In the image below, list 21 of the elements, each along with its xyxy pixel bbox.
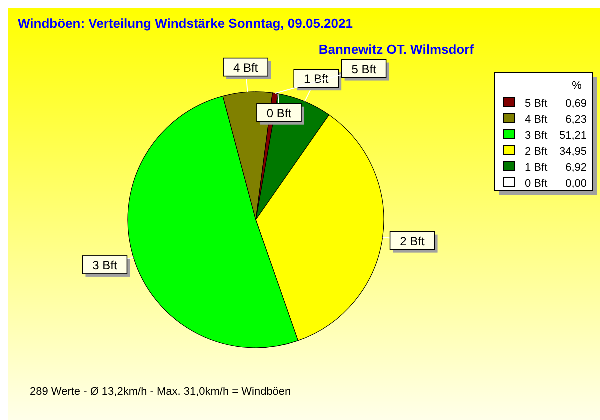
chart-title: Windböen: Verteilung Windstärke Sonntag, 09.05.2021 — [18, 16, 353, 31]
category-label: 0 Bft — [266, 106, 292, 120]
data-label: 51,21 — [559, 130, 587, 142]
legend-title: % — [572, 80, 582, 92]
legend-label: 0 Bft — [525, 178, 548, 190]
text: 289 Werte - Ø 13,2km/h - Max. 31,0km/h = Windböen — [30, 386, 292, 398]
text: 0,00 — [566, 178, 587, 190]
chart-subtitle: Bannewitz OT. Wilmsdorf — [318, 42, 475, 57]
slice-label: 5 Bft — [352, 62, 378, 76]
data-label: 0,69 — [566, 98, 587, 110]
data-label: 6,23 — [566, 114, 587, 126]
legend-label: 5 Bft — [525, 98, 548, 110]
slice-label: 2 Bft — [400, 234, 426, 248]
data-label: 34,95 — [559, 146, 587, 158]
legend-label: 4 Bft — [525, 114, 548, 126]
slice-label: 3 Bft — [92, 258, 118, 272]
data-label: 6,92 — [566, 162, 587, 174]
legend-label: 2 Bft — [525, 146, 548, 158]
legend-label: 3 Bft — [525, 130, 548, 142]
legend-label: 1 Bft — [525, 162, 548, 174]
slice-label: 4 Bft — [233, 60, 259, 75]
